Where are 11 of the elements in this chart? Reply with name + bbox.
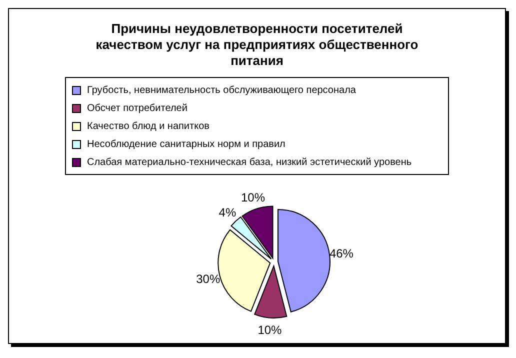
data-label: 10% xyxy=(240,190,266,204)
data-label: 46% xyxy=(329,246,354,260)
legend-label: Несоблюдение санитарных норм и правил xyxy=(87,138,286,150)
legend-label: Обсчет потребителей xyxy=(87,102,188,114)
data-label: 10% xyxy=(258,322,282,337)
legend-label: Качество блюд и напитков xyxy=(87,120,210,132)
chart-title: Причины неудовлетворенности посетителей качеством услуг на предприятиях общественного питания xyxy=(94,21,420,69)
data-label: 4% xyxy=(218,205,236,220)
legend-label: Слабая материально-техническая база, низкий эстетический уровень xyxy=(87,156,412,168)
data-label: 30% xyxy=(196,272,220,286)
legend-label: Грубость, невнимательность обслуживающего персонала xyxy=(87,84,356,96)
